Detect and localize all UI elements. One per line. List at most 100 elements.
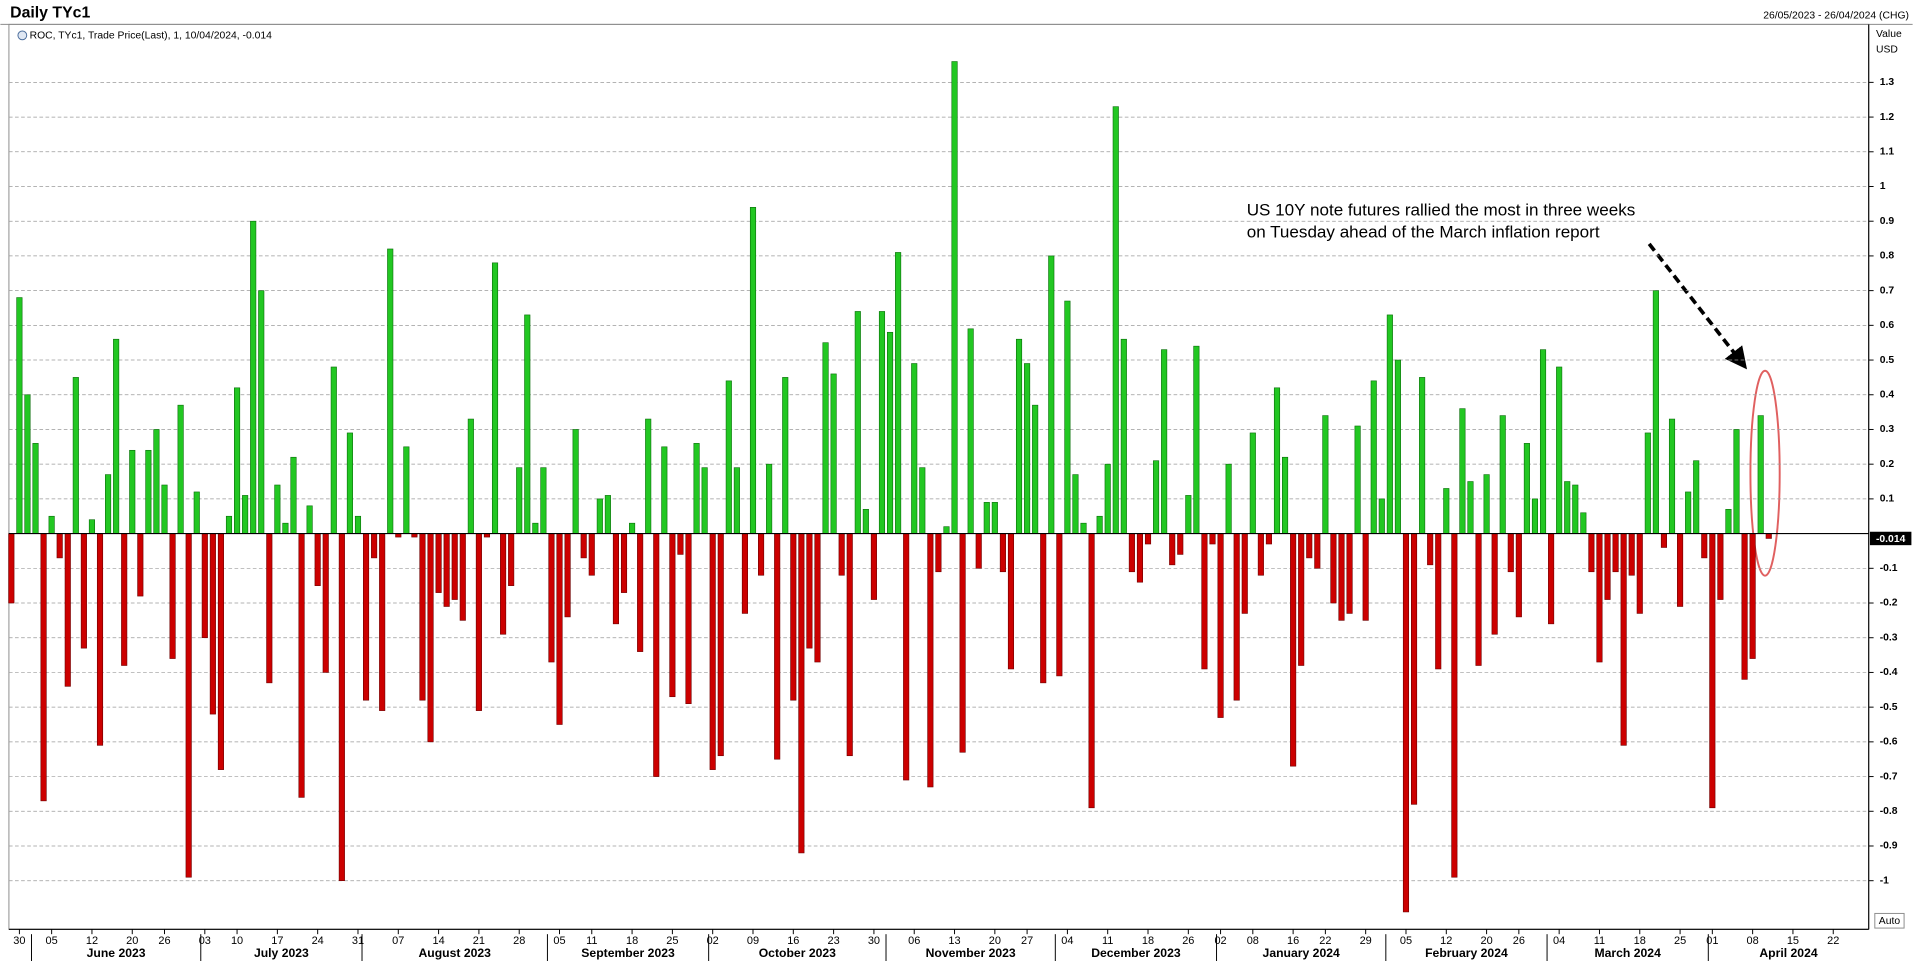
bar	[475, 533, 482, 711]
bar	[564, 533, 571, 618]
bar	[1032, 404, 1039, 534]
bar	[1169, 533, 1176, 566]
bar	[500, 533, 507, 635]
scale-mode: Auto	[1879, 916, 1901, 927]
bar	[1548, 533, 1555, 625]
x-tick-label: 01	[1706, 935, 1718, 947]
month-label: March 2024	[1594, 946, 1661, 960]
x-tick-label: 11	[1102, 935, 1113, 947]
bar	[64, 533, 71, 687]
bar	[1451, 533, 1458, 878]
bar	[1136, 533, 1143, 583]
x-tick-label: 25	[666, 935, 678, 947]
bar	[774, 533, 781, 760]
bar	[1499, 415, 1506, 534]
y-tick-label: 1.2	[1880, 112, 1895, 123]
bar	[1741, 533, 1748, 680]
bar	[1411, 533, 1418, 805]
bar	[379, 533, 386, 711]
bar	[1604, 533, 1611, 600]
y-tick-label: 1.3	[1880, 77, 1895, 88]
bar	[153, 429, 160, 534]
scale-mode-button[interactable]	[1874, 912, 1905, 929]
bar	[96, 533, 104, 746]
bar	[1048, 255, 1055, 534]
y-tick-label: 0.4	[1880, 389, 1895, 400]
bar	[298, 533, 305, 798]
bar	[1427, 533, 1434, 566]
bar	[782, 377, 789, 534]
study-icon[interactable]	[17, 30, 28, 41]
bar	[798, 533, 805, 854]
x-tick-label: 07	[392, 935, 404, 947]
bar	[387, 248, 394, 534]
bar	[145, 449, 152, 534]
y-tick-label: -0.5	[1880, 702, 1898, 713]
bar	[637, 533, 644, 652]
bar	[1072, 474, 1079, 534]
bar	[371, 533, 378, 559]
bar	[306, 505, 313, 534]
bar	[830, 373, 837, 534]
bar	[314, 533, 321, 586]
bar	[16, 297, 23, 534]
bar	[1144, 533, 1152, 545]
x-tick-label: 09	[747, 935, 759, 947]
bar	[959, 533, 966, 753]
bar	[669, 533, 676, 698]
bar	[435, 533, 442, 593]
bar	[911, 363, 918, 534]
bar	[161, 484, 168, 534]
x-tick-label: 12	[1440, 935, 1452, 947]
bar	[999, 533, 1006, 573]
bar	[1515, 533, 1522, 618]
bar	[129, 449, 136, 534]
x-tick-label: 11	[1594, 935, 1605, 947]
bar	[1725, 508, 1732, 534]
bar	[806, 533, 813, 649]
bar	[1419, 377, 1426, 534]
y-axis-label: Value	[1876, 29, 1902, 40]
bar	[1491, 533, 1498, 635]
bar	[1693, 460, 1700, 534]
bar	[1362, 533, 1369, 621]
bar	[1161, 349, 1168, 534]
x-tick-label: 16	[787, 935, 799, 947]
bar	[250, 220, 257, 534]
y-tick-label: -0.1	[1880, 563, 1898, 574]
bar	[88, 519, 95, 534]
bar	[346, 432, 353, 534]
bar	[1685, 491, 1692, 534]
bar	[983, 502, 990, 534]
bar	[1282, 456, 1289, 534]
bar	[354, 515, 362, 534]
bar	[274, 484, 281, 534]
bar	[1241, 533, 1248, 614]
bar	[56, 533, 63, 559]
bar	[32, 443, 39, 534]
month-label: April 2024	[1759, 946, 1817, 960]
bar	[733, 467, 740, 534]
annotation: US 10Y note futures rallied the most in …	[1247, 200, 1636, 219]
date-range: 26/05/2023 - 26/04/2024 (CHG)	[1763, 11, 1909, 22]
x-tick-label: 02	[1214, 935, 1226, 947]
bar	[1096, 515, 1103, 534]
bar	[121, 533, 128, 666]
y-tick-label: -0.8	[1880, 806, 1898, 817]
y-tick-label: 0.3	[1880, 424, 1895, 435]
y-axis-unit: USD	[1876, 45, 1898, 56]
bar	[217, 533, 224, 770]
x-tick-label: 26	[158, 935, 170, 947]
x-tick-label: 14	[432, 935, 444, 947]
bar	[1128, 533, 1135, 573]
bar	[991, 502, 998, 534]
x-tick-label: 04	[1061, 935, 1073, 947]
bar	[822, 342, 829, 534]
bar	[1265, 533, 1272, 545]
bar	[943, 526, 950, 534]
bar	[653, 533, 660, 777]
y-tick-label: 0.8	[1880, 251, 1895, 262]
bar	[338, 533, 345, 882]
